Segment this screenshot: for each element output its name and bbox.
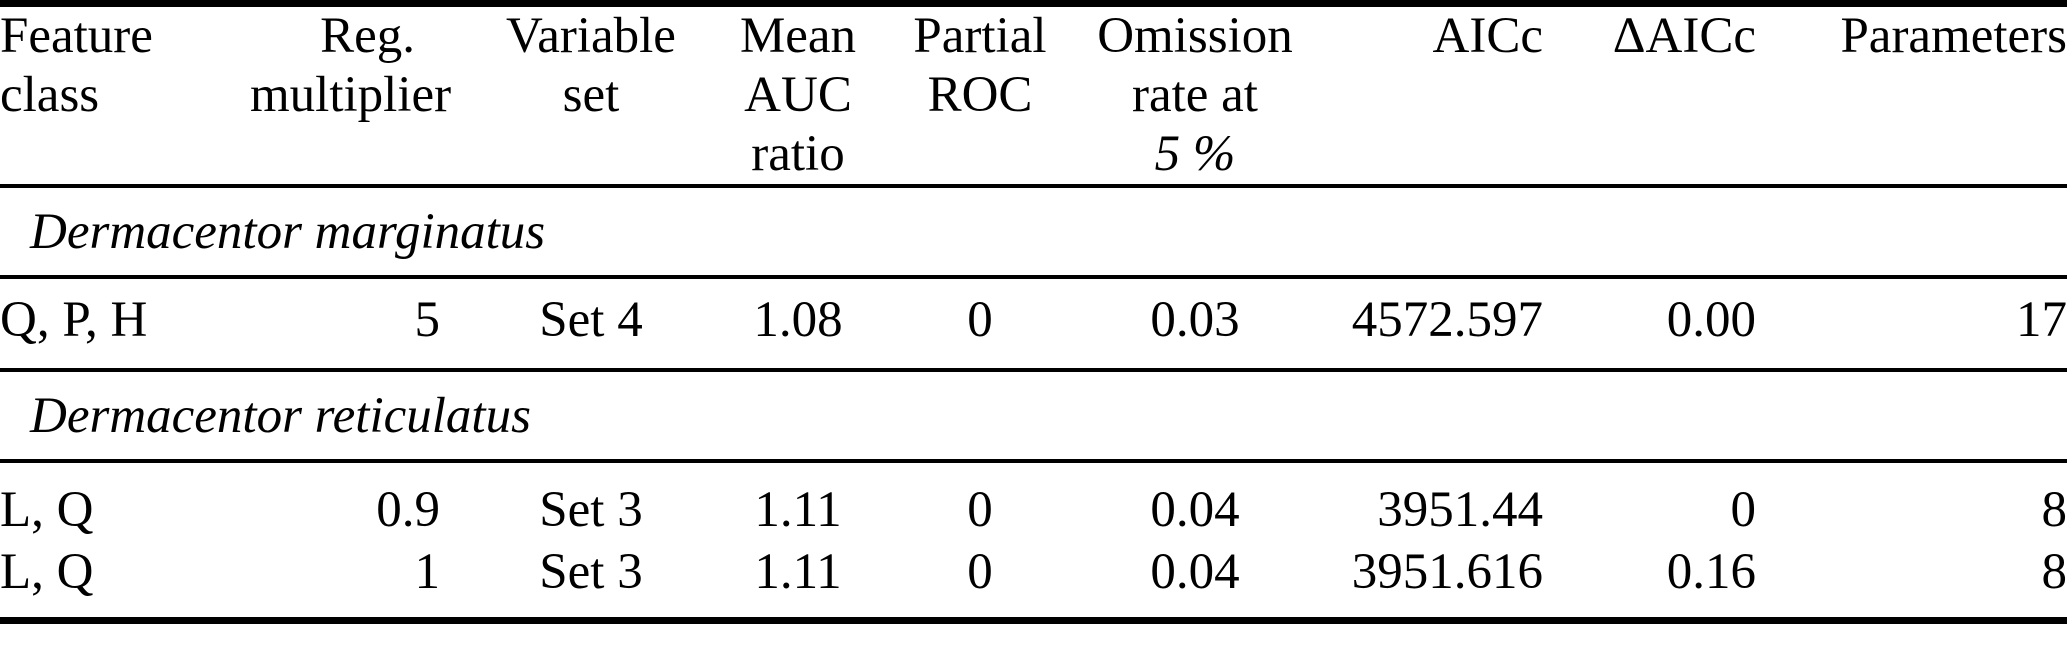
header-delta-aicc-line1: ΔAICc <box>1612 8 1756 64</box>
header-row: Feature class Reg. multiplier Variable s… <box>0 3 2067 188</box>
cell-delta-aicc: 0.00 <box>1543 277 1756 372</box>
cell-delta-aicc: 0.16 <box>1666 544 1756 600</box>
cell-variable-set: Set 3 <box>539 544 643 600</box>
table-header: Feature class Reg. multiplier Variable s… <box>0 3 2067 188</box>
header-mean-auc-ratio-line3: ratio <box>751 126 845 182</box>
cell-variable-set: Set 4 <box>440 277 742 372</box>
table-row: L, Q 0.9 Set 3 1.11 0 0.04 3951.44 0 8 <box>0 461 2067 541</box>
cell-parameters: 8 <box>2041 482 2067 538</box>
cell-partial-roc: 0 <box>967 544 993 600</box>
header-feature-class: Feature class <box>0 3 250 188</box>
header-parameters: Parameters <box>1756 3 2067 188</box>
header-omission-rate-line1: Omission <box>1097 8 1293 64</box>
cell-reg-multiplier: 0.9 <box>376 482 440 538</box>
cell-omission-rate: 0.03 <box>1106 277 1284 372</box>
cell-aicc: 3951.616 <box>1351 544 1543 600</box>
header-variable-set-line2: set <box>562 67 620 123</box>
header-partial-roc: Partial ROC <box>854 3 1106 188</box>
cell-feature-class: Q, P, H <box>0 277 250 372</box>
header-feature-class-line1: Feature <box>0 8 153 64</box>
table-row: L, Q 1 Set 3 1.11 0 0.04 3951.616 0.16 8 <box>0 541 2067 621</box>
cell-delta-aicc: 0 <box>1730 482 1757 538</box>
cell-aicc: 3951.44 <box>1377 482 1543 538</box>
header-mean-auc-ratio-line1: Mean <box>739 8 857 64</box>
header-omission-rate-line2: rate at <box>1132 67 1258 123</box>
cell-aicc: 4572.597 <box>1284 277 1543 372</box>
header-partial-roc-line2: ROC <box>927 67 1033 123</box>
cell-parameters: 17 <box>1756 277 2067 372</box>
cell-mean-auc-ratio: 1.11 <box>754 544 842 600</box>
cell-reg-multiplier: 5 <box>250 277 440 372</box>
cell-partial-roc: 0 <box>854 277 1106 372</box>
cell-mean-auc-ratio: 1.11 <box>754 482 842 538</box>
header-omission-rate-line3: 5 % <box>1154 126 1236 182</box>
header-mean-auc-ratio-line2: AUC <box>744 67 852 123</box>
section-header-row: Dermacentor marginatus <box>0 186 2067 279</box>
cell-feature-class: L, Q <box>0 544 94 600</box>
header-reg-multiplier-line2: multiplier <box>250 67 452 123</box>
header-reg-multiplier: Reg. multiplier <box>250 3 452 188</box>
header-delta-aicc: ΔAICc <box>1543 3 1756 188</box>
cell-omission-rate: 0.04 <box>1150 482 1240 538</box>
header-parameters-line1: Parameters <box>1840 8 2067 64</box>
header-variable-set-line1: Variable <box>506 8 676 64</box>
header-partial-roc-line1: Partial <box>913 8 1047 64</box>
header-aicc-line1: AICc <box>1432 8 1543 64</box>
header-feature-class-line2: class <box>0 67 100 123</box>
cell-partial-roc: 0 <box>967 482 993 538</box>
header-mean-auc-ratio: Mean AUC ratio <box>740 3 856 188</box>
cell-reg-multiplier: 1 <box>414 544 441 600</box>
header-omission-rate: Omission rate at 5 % <box>1097 3 1293 188</box>
table-row: Q, P, H 5 Set 4 1.08 0 0.03 4572.597 0.0… <box>0 277 2067 372</box>
cell-feature-class: L, Q <box>0 482 94 538</box>
section-header-row: Dermacentor reticulatus <box>0 370 2067 463</box>
header-aicc: AICc <box>1284 3 1543 188</box>
cell-omission-rate: 0.04 <box>1150 544 1240 600</box>
species-name: Dermacentor reticulatus <box>0 370 2067 463</box>
cell-variable-set: Set 3 <box>539 482 643 538</box>
cell-mean-auc-ratio: 1.08 <box>742 277 854 372</box>
table-body: Dermacentor marginatus Q, P, H 5 Set 4 1… <box>0 186 2067 621</box>
header-reg-multiplier-line1: Reg. <box>320 8 415 64</box>
model-selection-table: Feature class Reg. multiplier Variable s… <box>0 0 2067 624</box>
header-variable-set: Variable set <box>440 3 742 188</box>
cell-parameters: 8 <box>2041 544 2067 600</box>
species-name: Dermacentor marginatus <box>0 186 2067 279</box>
